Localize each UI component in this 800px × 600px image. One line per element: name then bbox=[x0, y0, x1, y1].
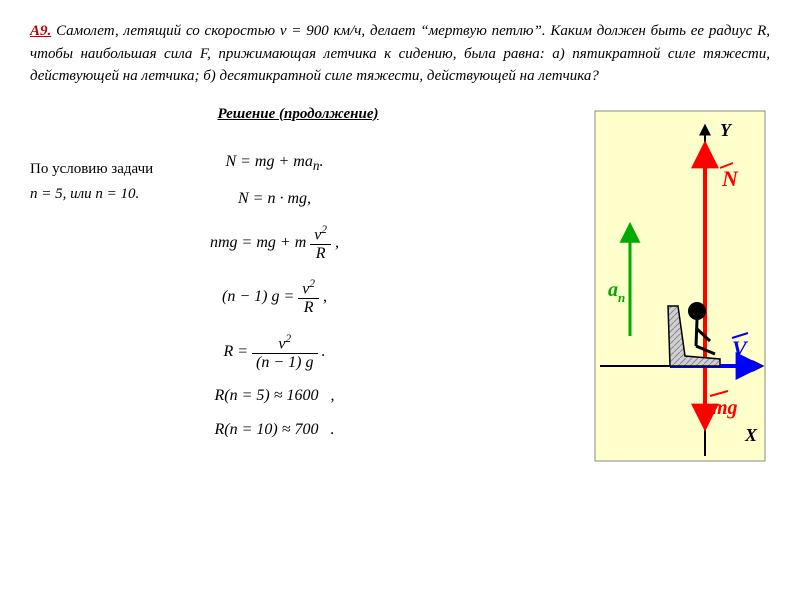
n-label: N bbox=[721, 166, 739, 191]
problem-statement: А9. Самолет, летящий со скоростью v = 90… bbox=[30, 20, 770, 88]
equation-1: N = mg + man. bbox=[210, 153, 339, 174]
v-label: V bbox=[732, 336, 749, 361]
equation-5: R = v2 (n − 1) g . bbox=[210, 333, 339, 372]
problem-number: А9. bbox=[30, 23, 51, 39]
x-axis-label: X bbox=[744, 425, 758, 445]
equation-4: (n − 1) g = v2 R , bbox=[210, 278, 339, 317]
pilot-head bbox=[688, 302, 706, 320]
pilot-body bbox=[696, 320, 697, 346]
condition-label: По условию задачи bbox=[30, 161, 180, 178]
equation-7: R(n = 10) ≈ 700 . bbox=[210, 421, 339, 439]
diagram-background bbox=[595, 111, 765, 461]
equation-3: nmg = mg + m v2 R , bbox=[210, 224, 339, 263]
condition-values: n = 5, или n = 10. bbox=[30, 186, 180, 203]
problem-body: Самолет, летящий со скоростью v = 900 км… bbox=[30, 23, 770, 84]
equation-6: R(n = 5) ≈ 1600 , bbox=[210, 387, 339, 405]
mg-label: mg bbox=[712, 397, 738, 419]
equation-2: N = n · mg, bbox=[210, 190, 339, 208]
equations-column: N = mg + man. N = n · mg, nmg = mg + m v… bbox=[210, 137, 339, 456]
force-diagram: Y X an N mg V bbox=[590, 106, 770, 466]
solution-title: Решение (продолжение) bbox=[30, 106, 566, 123]
